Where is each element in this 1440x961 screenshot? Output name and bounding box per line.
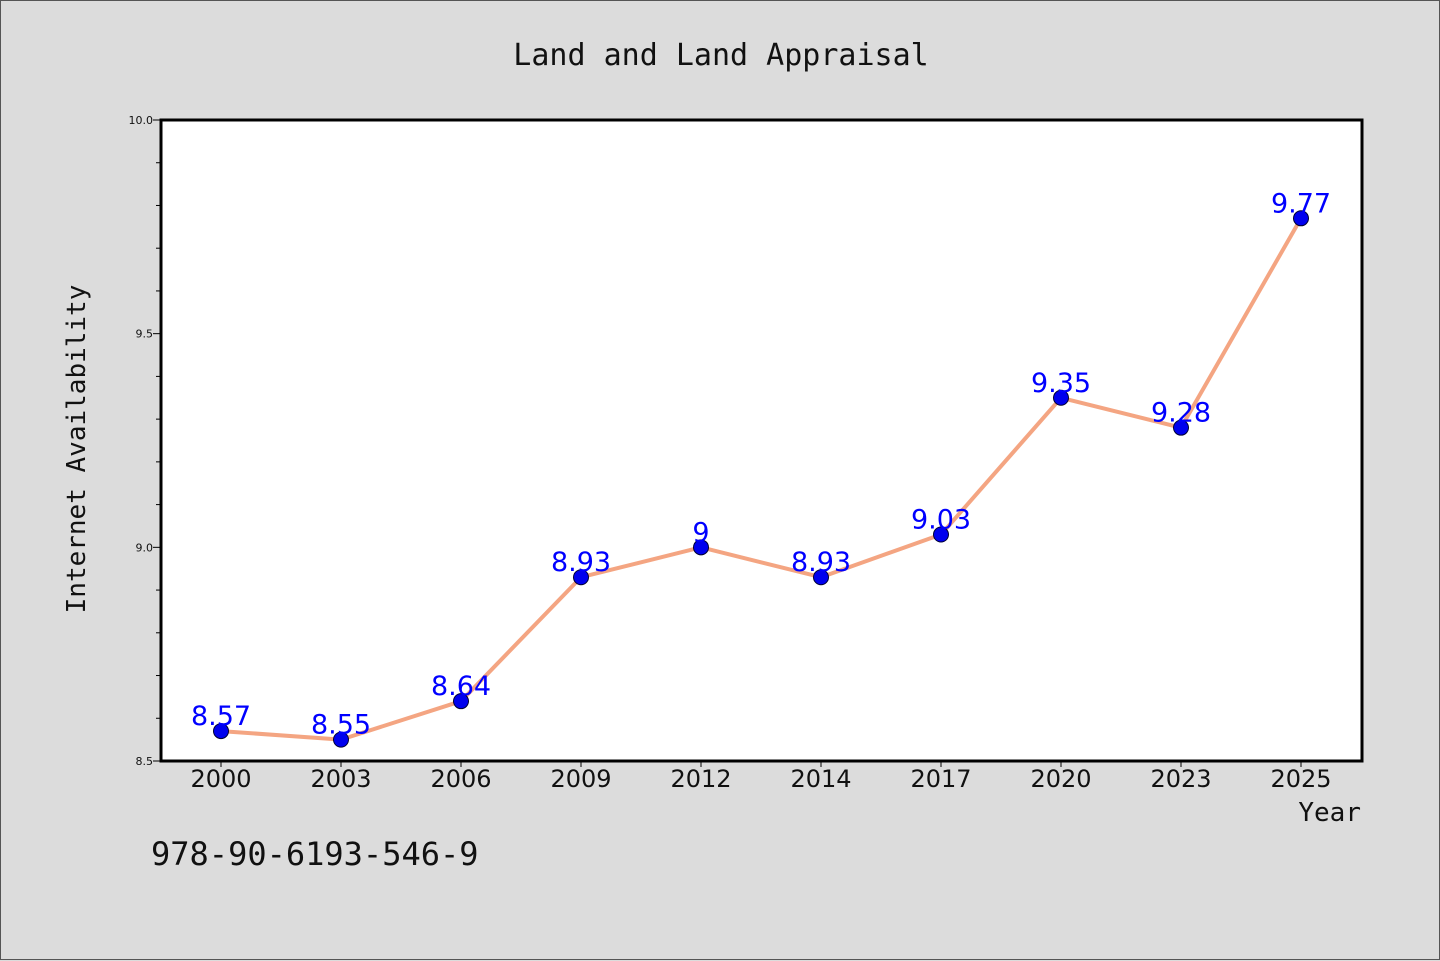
y-tick-label: 10.0 [129,114,154,127]
data-point [333,731,349,748]
y-tick-label: 8.5 [136,755,154,768]
data-value-label: 9 [692,517,709,548]
x-tick-label: 2023 [1150,765,1211,793]
data-point [1053,389,1069,406]
x-axis-label: Year [1298,798,1361,828]
x-tick-label: 2025 [1270,765,1331,793]
data-point [693,539,709,556]
x-tick-label: 2009 [550,765,611,793]
y-tick-label: 9.0 [136,541,154,554]
x-tick-label: 2014 [790,765,851,793]
data-point [1173,419,1189,436]
data-value-label: 9.28 [1151,398,1211,429]
x-tick-label: 2012 [670,765,731,793]
data-value-label: 9.35 [1031,368,1091,399]
x-tick-label: 2003 [310,765,371,793]
x-tick-label: 2017 [910,765,971,793]
y-tick-label: 9.5 [136,328,154,341]
data-value-label: 8.93 [551,547,611,578]
x-tick-label: 2000 [190,765,251,793]
plot-area [159,118,1364,763]
data-value-label: 8.57 [191,701,251,732]
isbn-text: 978-90-6193-546-9 [151,835,479,873]
data-point [933,526,949,543]
data-value-label: 8.64 [431,671,491,702]
data-point [453,693,469,710]
data-labels: 8.57 8.55 8.64 8.93 9 8.93 9.03 9.35 9.28 9.77 [191,188,1331,740]
data-point [573,569,589,586]
x-tick-label: 2020 [1030,765,1091,793]
data-value-label: 9.77 [1271,188,1331,219]
data-point [1293,210,1309,227]
y-axis: 8.5 9.0 9.5 10.0 [129,114,161,768]
series-markers [213,210,1309,748]
data-point [213,723,229,740]
series-line [220,217,1303,742]
x-axis: 2000 2003 2006 2009 2012 2014 2017 2020 2023 2025 [190,761,1332,793]
data-point [813,569,829,586]
chart-title: Land and Land Appraisal [513,38,928,73]
x-tick-label: 2006 [430,765,491,793]
y-axis-label: Internet Availability [62,285,92,614]
data-value-label: 8.93 [791,547,851,578]
data-value-label: 9.03 [911,505,971,536]
data-value-label: 8.55 [311,710,371,741]
